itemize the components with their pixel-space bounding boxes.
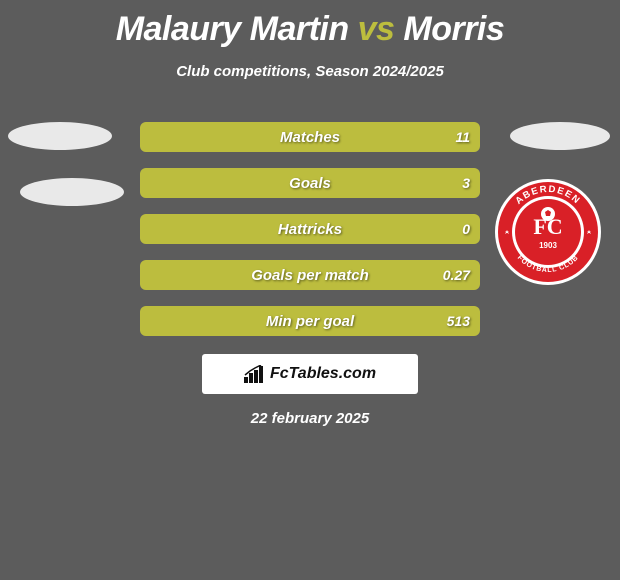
stat-value: 0.27	[443, 267, 470, 283]
stat-value: 3	[462, 175, 470, 191]
stat-label: Goals	[289, 175, 331, 192]
brand-text: FcTables.com	[270, 365, 376, 383]
left-placeholder-group	[8, 122, 124, 234]
stat-row: Goals per match 0.27	[140, 260, 480, 290]
placeholder-ellipse	[510, 122, 610, 150]
stat-row: Min per goal 513	[140, 306, 480, 336]
placeholder-ellipse	[8, 122, 112, 150]
chart-icon	[244, 365, 266, 383]
stat-label: Matches	[280, 129, 340, 146]
placeholder-ellipse	[20, 178, 124, 206]
club-badge: ABERDEEN FOOTBALL CLUB FC 1903	[494, 178, 602, 286]
stat-bars: Matches 11 Goals 3 Hattricks 0 Goals per…	[140, 122, 480, 352]
date-text: 22 february 2025	[251, 410, 369, 427]
stat-row: Hattricks 0	[140, 214, 480, 244]
stat-value: 0	[462, 221, 470, 237]
stat-row: Goals 3	[140, 168, 480, 198]
stat-label: Goals per match	[251, 267, 369, 284]
player2-name: Morris	[403, 10, 504, 48]
stat-label: Min per goal	[266, 313, 354, 330]
subtitle: Club competitions, Season 2024/2025	[0, 63, 620, 80]
stat-value: 513	[447, 313, 470, 329]
player1-name: Malaury Martin	[116, 10, 349, 48]
stat-label: Hattricks	[278, 221, 342, 238]
branding-box: FcTables.com	[202, 354, 418, 394]
stat-row: Matches 11	[140, 122, 480, 152]
stat-value: 11	[455, 129, 470, 145]
comparison-title: Malaury Martin vs Morris	[0, 0, 620, 49]
svg-text:1903: 1903	[539, 241, 557, 250]
vs-text: vs	[358, 10, 395, 48]
